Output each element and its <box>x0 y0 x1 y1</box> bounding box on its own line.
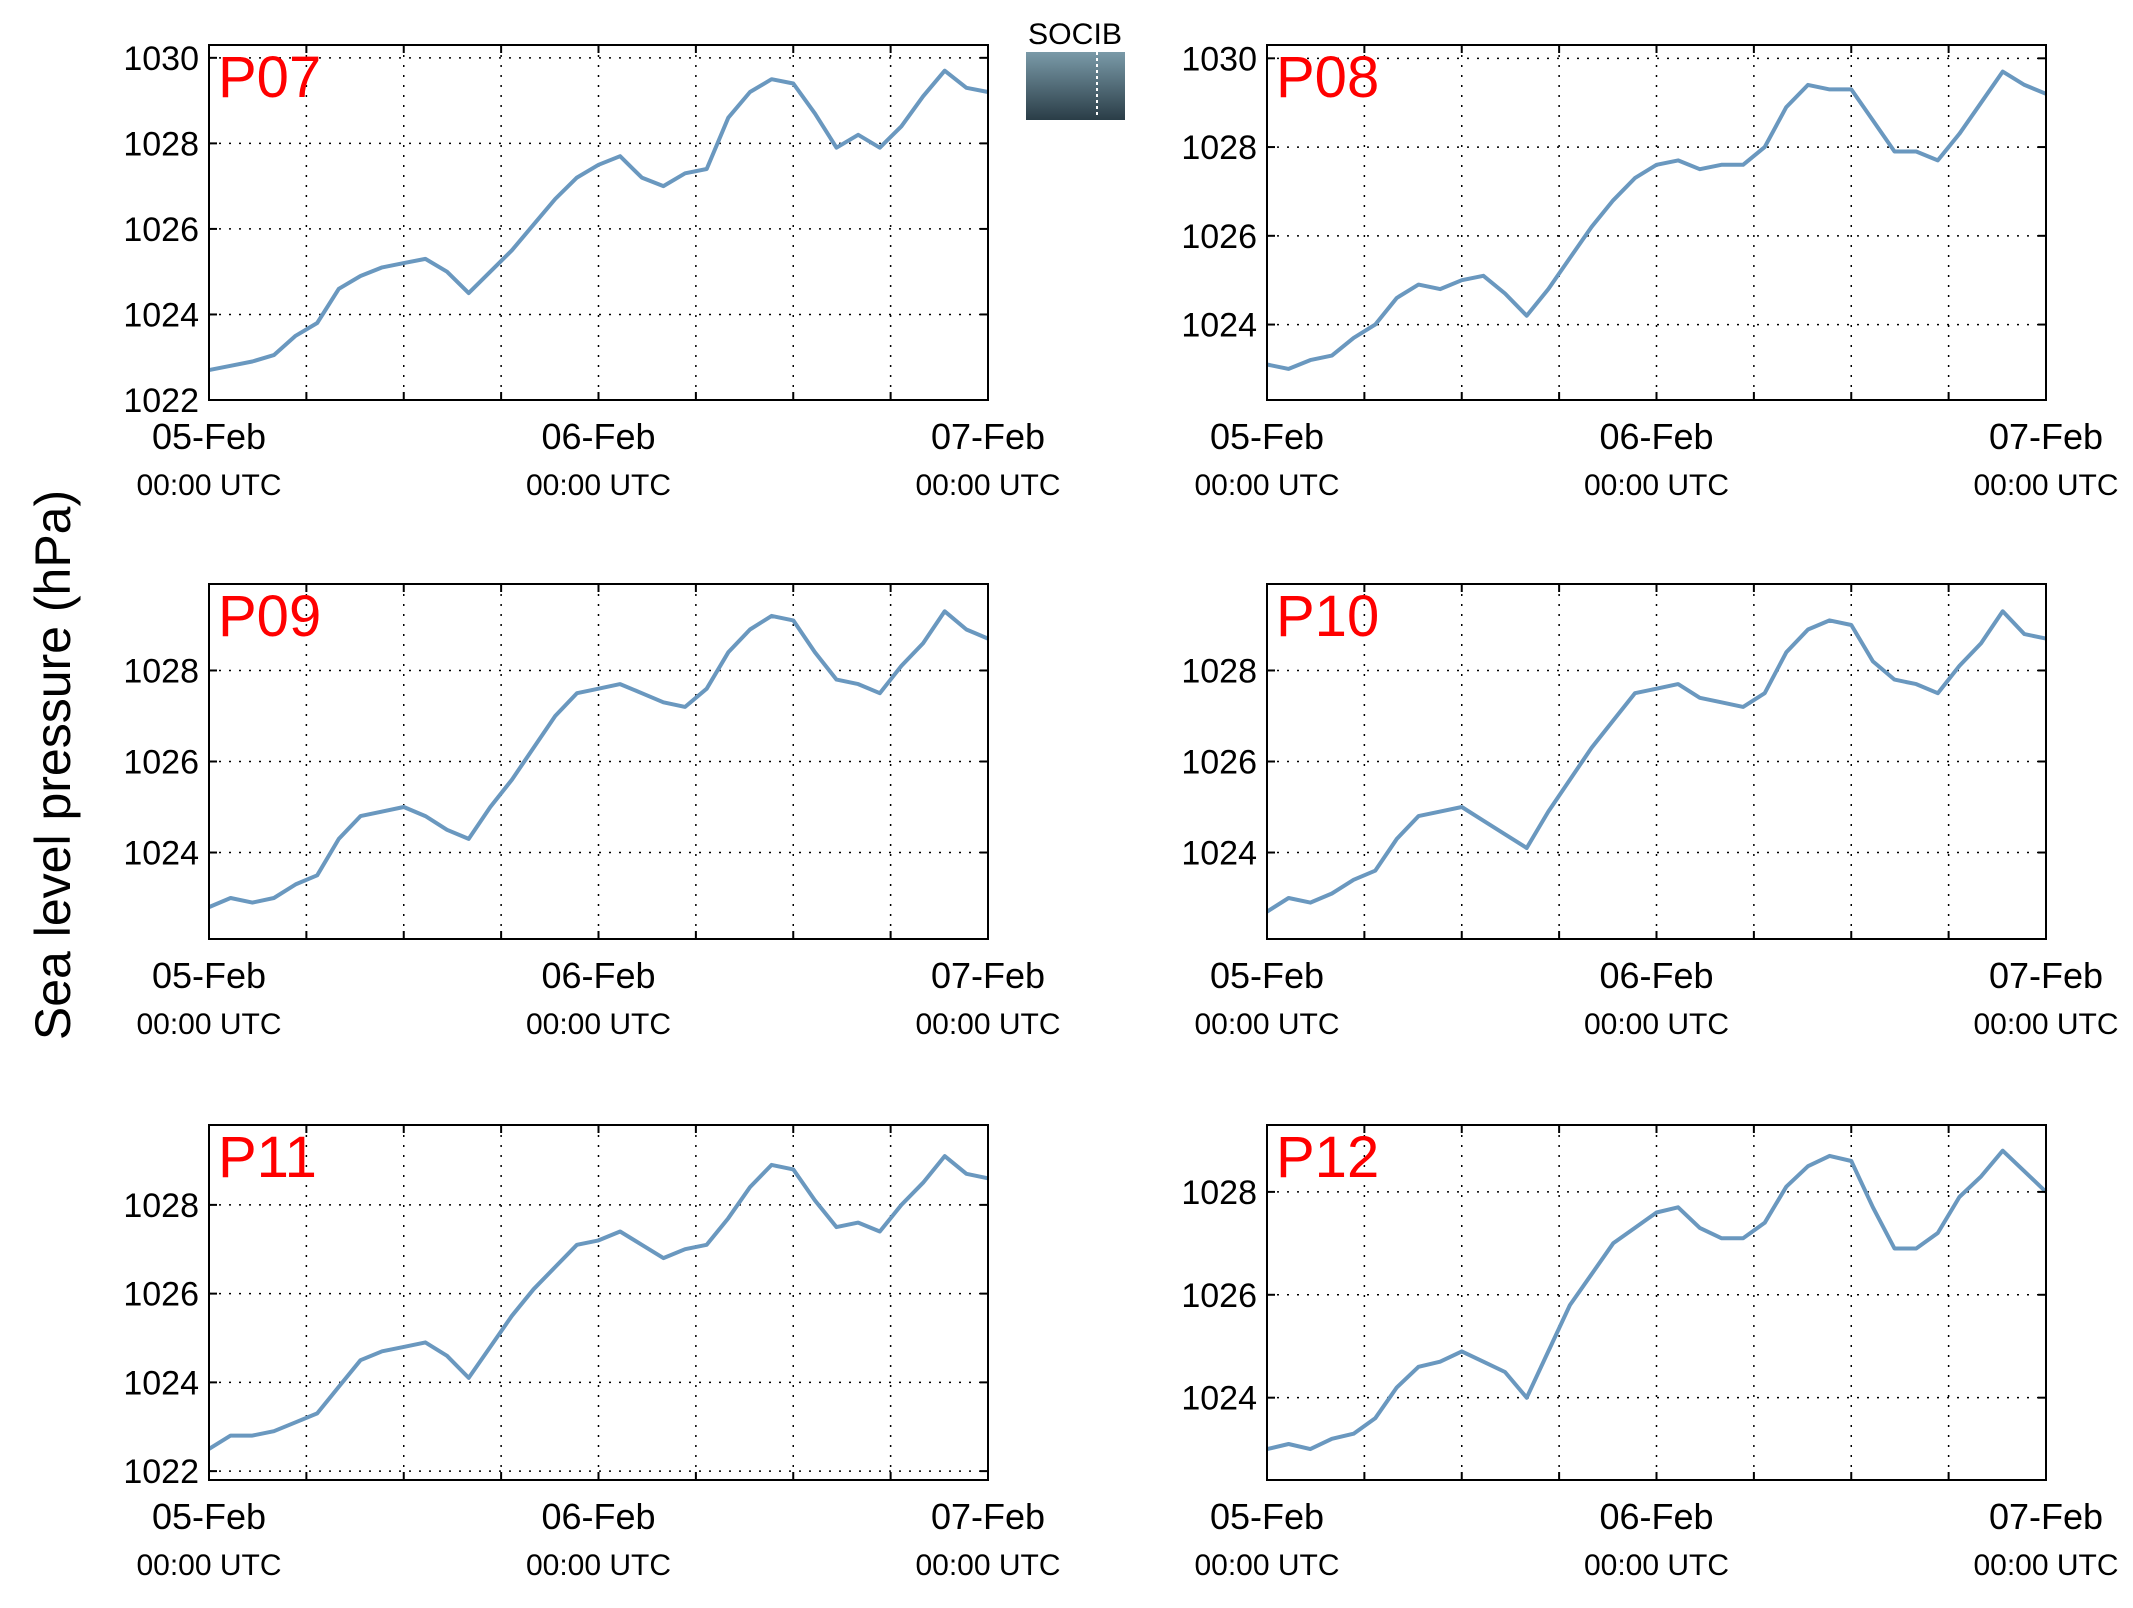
x-tick-label-time: 00:00 UTC <box>1973 1008 2118 1041</box>
socib-logo: SOCIB <box>1026 18 1125 120</box>
panel-label: P10 <box>1276 584 1379 649</box>
x-tick-label-date: 07-Feb <box>931 1496 1045 1537</box>
x-tick-label-date: 06-Feb <box>1599 955 1713 996</box>
y-tick-label: 1026 <box>123 211 199 249</box>
y-tick-label: 1026 <box>1181 1277 1257 1315</box>
x-tick-label-time: 00:00 UTC <box>1194 1549 1339 1582</box>
x-tick-label-time: 00:00 UTC <box>1584 1008 1729 1041</box>
chart-panel-p07: 1022 1024 1026 1028 1030 05-Feb 00:00 UTC 06-Fe… <box>123 40 1060 502</box>
pressure-line <box>1266 1148 2048 1452</box>
panel-label: P12 <box>1276 1125 1379 1190</box>
x-tick-label-date: 05-Feb <box>1210 416 1324 457</box>
x-tick-label-date: 06-Feb <box>541 955 655 996</box>
y-tick-label: 1028 <box>1181 129 1257 167</box>
y-tick-label: 1026 <box>123 744 199 782</box>
panel-label: P09 <box>218 584 321 649</box>
panel-label: P08 <box>1276 45 1379 110</box>
y-tick-label: 1024 <box>1181 835 1257 873</box>
y-tick-label: 1024 <box>1181 1380 1257 1418</box>
x-tick-label-date: 06-Feb <box>541 1496 655 1537</box>
x-tick-label-time: 00:00 UTC <box>1973 469 2118 502</box>
y-tick-label: 1028 <box>1181 1174 1257 1212</box>
y-tick-label: 1028 <box>1181 652 1257 690</box>
y-axis-label: Sea level pressure (hPa) <box>25 490 81 1040</box>
chart-panel-p11: 1022 1024 1026 1028 05-Feb 00:00 UTC 06-Feb 00:… <box>123 1124 1061 1582</box>
y-tick-label: 1024 <box>1181 307 1257 345</box>
x-tick-label-date: 05-Feb <box>1210 1496 1324 1537</box>
x-tick-label-time: 00:00 UTC <box>136 1549 281 1582</box>
chart-panel-p12: 1024 1026 1028 05-Feb 00:00 UTC 06-Feb 00:00 U… <box>1181 1124 2119 1582</box>
x-tick-label-date: 07-Feb <box>1989 1496 2103 1537</box>
x-tick-label-time: 00:00 UTC <box>1584 469 1729 502</box>
y-tick-label: 1022 <box>123 382 199 420</box>
x-tick-label-time: 00:00 UTC <box>136 469 281 502</box>
y-tick-label: 1026 <box>1181 218 1257 256</box>
chart-panel-p08: 1024 1026 1028 1030 05-Feb 00:00 UTC 06-Feb 00:… <box>1181 40 2118 502</box>
y-tick-label: 1024 <box>123 296 199 334</box>
x-tick-label-date: 07-Feb <box>1989 955 2103 996</box>
x-tick-label-time: 00:00 UTC <box>1973 1549 2118 1582</box>
x-tick-label-date: 05-Feb <box>152 416 266 457</box>
chart-panel-p10: 1024 1026 1028 05-Feb 00:00 UTC 06-Feb 00:00 U… <box>1181 583 2119 1041</box>
y-tick-label: 1028 <box>123 1187 199 1225</box>
x-tick-label-time: 00:00 UTC <box>526 469 671 502</box>
x-tick-label-date: 05-Feb <box>1210 955 1324 996</box>
y-tick-label: 1024 <box>123 1364 199 1402</box>
x-tick-label-time: 00:00 UTC <box>1194 1008 1339 1041</box>
pressure-line <box>1266 69 2047 371</box>
x-tick-label-date: 05-Feb <box>152 955 266 996</box>
y-tick-label: 1026 <box>1181 744 1257 782</box>
logo-text: SOCIB <box>1028 18 1122 51</box>
logo-block <box>1026 52 1125 120</box>
y-tick-label: 1028 <box>123 652 199 690</box>
x-tick-label-date: 06-Feb <box>541 416 655 457</box>
y-tick-label: 1030 <box>123 40 199 78</box>
pressure-line <box>1265 609 2047 914</box>
chart-panel-p09: 1024 1026 1028 05-Feb 00:00 UTC 06-Feb 00:00 U… <box>123 583 1061 1041</box>
y-tick-label: 1024 <box>123 835 199 873</box>
x-tick-label-time: 00:00 UTC <box>915 1549 1060 1582</box>
pressure-line <box>208 609 989 909</box>
x-tick-label-time: 00:00 UTC <box>526 1549 671 1582</box>
x-tick-label-date: 06-Feb <box>1599 416 1713 457</box>
x-tick-label-date: 05-Feb <box>152 1496 266 1537</box>
y-tick-label: 1026 <box>123 1276 199 1314</box>
pressure-line <box>207 1154 989 1451</box>
x-tick-label-time: 00:00 UTC <box>915 469 1060 502</box>
x-tick-label-time: 00:00 UTC <box>526 1008 671 1041</box>
x-tick-label-time: 00:00 UTC <box>915 1008 1060 1041</box>
panel-label: P11 <box>218 1125 317 1190</box>
panel-label: P07 <box>218 45 321 110</box>
x-tick-label-date: 06-Feb <box>1599 1496 1713 1537</box>
pressure-line <box>208 68 989 373</box>
x-tick-label-time: 00:00 UTC <box>1194 469 1339 502</box>
y-tick-label: 1030 <box>1181 40 1257 78</box>
x-tick-label-time: 00:00 UTC <box>1584 1549 1729 1582</box>
x-tick-label-date: 07-Feb <box>1989 416 2103 457</box>
x-tick-label-date: 07-Feb <box>931 416 1045 457</box>
y-tick-label: 1028 <box>123 125 199 163</box>
y-tick-label: 1022 <box>123 1453 199 1491</box>
x-tick-label-time: 00:00 UTC <box>136 1008 281 1041</box>
x-tick-label-date: 07-Feb <box>931 955 1045 996</box>
